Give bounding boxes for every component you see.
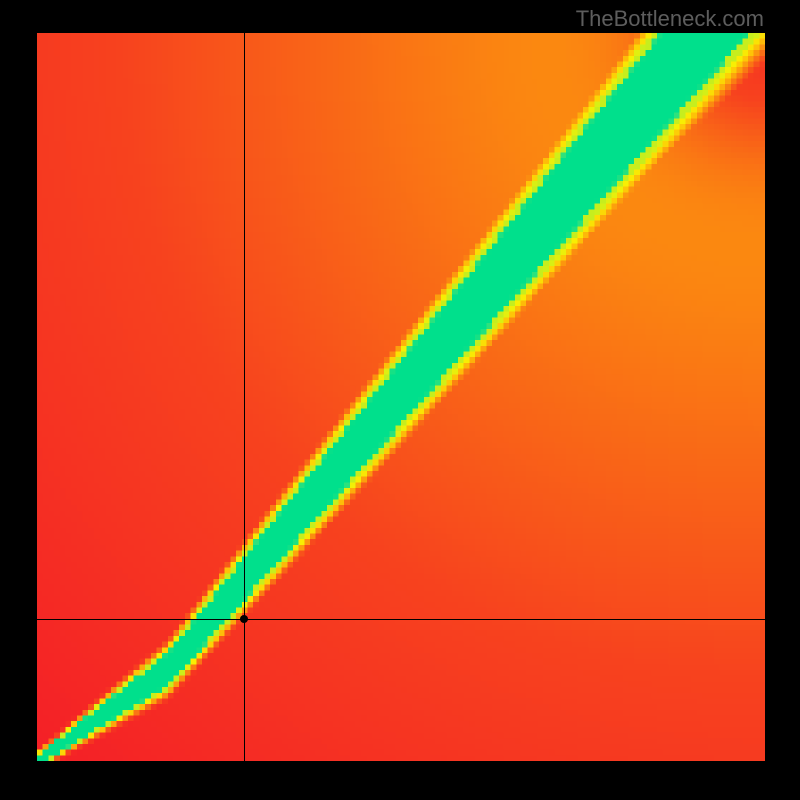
watermark-text: TheBottleneck.com (576, 6, 764, 32)
data-point-marker (240, 615, 248, 623)
crosshair-horizontal (37, 619, 765, 620)
heatmap-plot-area (37, 33, 765, 761)
heatmap-canvas (37, 33, 765, 761)
crosshair-vertical (244, 33, 245, 761)
